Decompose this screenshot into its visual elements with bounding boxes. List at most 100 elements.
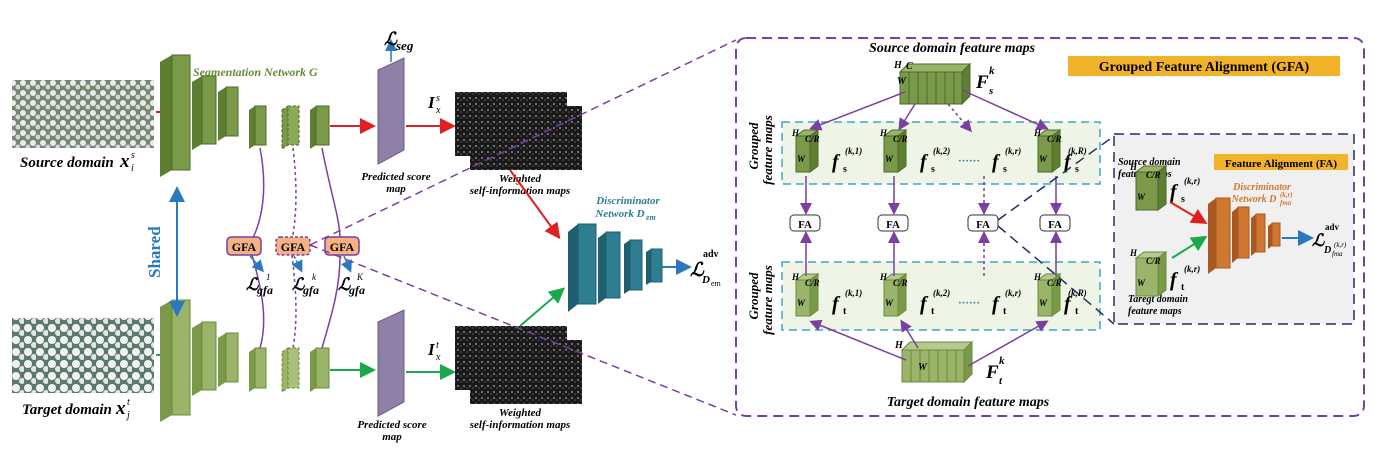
svg-text:H: H xyxy=(1129,162,1138,172)
svg-text:GFA: GFA xyxy=(232,240,257,254)
svg-text:s: s xyxy=(843,164,847,175)
svg-text:Grouped: Grouped xyxy=(746,122,761,169)
svg-text:Discriminator: Discriminator xyxy=(1232,182,1291,193)
svg-text:C/R: C/R xyxy=(805,278,820,288)
fa-discriminator-network xyxy=(1208,197,1281,274)
svg-text:k: k xyxy=(999,355,1005,367)
svg-text:D: D xyxy=(701,274,710,286)
target-group-cube-1 xyxy=(794,273,820,317)
shared-label: Shared xyxy=(145,226,164,278)
svg-text:H: H xyxy=(1033,272,1042,282)
source-group-cube-2 xyxy=(882,129,908,173)
svg-text:f: f xyxy=(1170,181,1179,203)
source-group-cube-R xyxy=(1036,129,1062,173)
svg-text:F: F xyxy=(985,362,999,383)
svg-text:C/R: C/R xyxy=(893,278,908,288)
f-s-kr: f s (k,r) xyxy=(992,146,1021,175)
fa-block-r: FA xyxy=(967,214,999,232)
svg-text:FA: FA xyxy=(976,219,990,231)
svg-text:t: t xyxy=(843,306,847,317)
svg-text:C/R: C/R xyxy=(1047,278,1062,288)
svg-text:f: f xyxy=(1064,293,1073,315)
svg-text:f: f xyxy=(920,151,929,173)
loss-seg: ℒ seg xyxy=(384,29,414,53)
svg-text:Predicted score: Predicted score xyxy=(361,171,430,183)
svg-text:x: x xyxy=(435,352,441,363)
source-domain-label: Source domain xyxy=(20,155,114,171)
svg-text:(k,1): (k,1) xyxy=(845,288,862,298)
svg-text:em: em xyxy=(646,213,656,222)
target-feature-maps-label: Target domain feature maps xyxy=(887,395,1050,410)
svg-text:gfa: gfa xyxy=(302,283,319,297)
target-group-cube-2 xyxy=(882,273,908,317)
svg-text:fma: fma xyxy=(1332,250,1343,258)
svg-text:s: s xyxy=(988,85,993,97)
source-segmentation-network xyxy=(160,54,330,177)
gfa-region xyxy=(735,37,1365,417)
svg-text:W: W xyxy=(885,298,894,308)
gfa-block-k xyxy=(275,236,311,256)
svg-text:x: x xyxy=(435,105,441,116)
svg-text:ℒ: ℒ xyxy=(338,275,351,294)
svg-text:Feature Alignment (FA): Feature Alignment (FA) xyxy=(1225,158,1337,170)
svg-text:Weighted: Weighted xyxy=(499,173,541,185)
svg-text:······: ······ xyxy=(958,297,980,309)
svg-text:W: W xyxy=(1039,298,1048,308)
svg-text:t: t xyxy=(1003,306,1007,317)
svg-text:s: s xyxy=(1075,164,1079,175)
target-image xyxy=(12,318,154,393)
svg-text:H: H xyxy=(791,128,800,138)
svg-text:gfa: gfa xyxy=(348,283,365,297)
svg-text:H: H xyxy=(791,272,800,282)
source-image xyxy=(12,80,154,148)
source-predicted-score-map xyxy=(377,57,405,165)
svg-text:Predicted score: Predicted score xyxy=(357,419,426,431)
gfa-block-K xyxy=(324,236,360,256)
I-t-symbol: I t x xyxy=(427,340,441,363)
svg-text:k: k xyxy=(989,65,995,77)
svg-text:feature maps: feature maps xyxy=(760,265,775,335)
svg-text:C/R: C/R xyxy=(1146,256,1161,266)
x-s-symbol: x xyxy=(119,151,130,172)
gfa-title-badge xyxy=(1068,56,1340,76)
f-t-k1: f t (k,1) xyxy=(832,288,862,317)
svg-text:(k,r): (k,r) xyxy=(1005,288,1021,298)
svg-text:j: j xyxy=(125,410,130,421)
svg-text:H: H xyxy=(1129,248,1138,258)
svg-text:seg: seg xyxy=(395,38,414,53)
svg-text:Grouped Feature Alignment (GFA: Grouped Feature Alignment (GFA) xyxy=(1099,60,1310,75)
svg-text:s: s xyxy=(131,150,135,161)
svg-text:feature maps: feature maps xyxy=(1128,306,1182,317)
gfa-block-1 xyxy=(226,236,262,256)
loss-gfa-K: ℒ gfa K xyxy=(338,272,365,297)
fa-source-cube xyxy=(1134,165,1168,211)
svg-text:C/R: C/R xyxy=(805,134,820,144)
discriminator-label: Discriminator xyxy=(595,195,660,207)
svg-text:C/R: C/R xyxy=(893,134,908,144)
target-feature-stack xyxy=(900,340,974,384)
f-t-kr: f t (k,r) xyxy=(992,288,1021,317)
svg-text:map: map xyxy=(386,183,406,195)
svg-text:I: I xyxy=(427,93,436,112)
svg-text:k: k xyxy=(312,272,317,282)
svg-text:W: W xyxy=(885,154,894,164)
svg-text:ℒ: ℒ xyxy=(246,275,259,294)
fa-f-t: f t (k,r) xyxy=(1170,264,1200,293)
svg-text:(k,1): (k,1) xyxy=(845,146,862,156)
svg-text:FA: FA xyxy=(1048,219,1062,231)
svg-text:FA: FA xyxy=(886,219,900,231)
svg-text:f: f xyxy=(1170,269,1179,291)
svg-text:K: K xyxy=(356,272,364,282)
svg-text:f: f xyxy=(1064,151,1073,173)
fa-block-2: FA xyxy=(877,214,909,232)
svg-text:self-information maps: self-information maps xyxy=(469,419,571,431)
source-selfinfo-map-front xyxy=(455,92,567,156)
svg-text:Taregt domain: Taregt domain xyxy=(1128,294,1188,305)
svg-text:H: H xyxy=(894,340,904,351)
svg-text:GFA: GFA xyxy=(330,240,355,254)
svg-text:(k,r): (k,r) xyxy=(1184,176,1200,186)
F-s-k-symbol: F k s xyxy=(975,65,995,97)
svg-text:(k,r): (k,r) xyxy=(1184,264,1200,274)
svg-text:em: em xyxy=(711,279,722,288)
svg-text:Network D: Network D xyxy=(1231,194,1277,205)
